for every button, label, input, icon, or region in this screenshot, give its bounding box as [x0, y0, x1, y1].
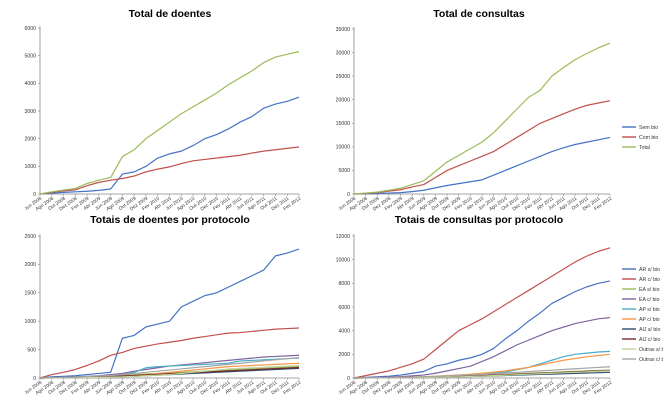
chart-title: Totais de consultas por protocolo: [395, 214, 563, 226]
series-line-1: [39, 248, 300, 379]
y-tick-label: 4000: [338, 328, 350, 334]
legend-label: AP s/ bio: [639, 307, 660, 313]
y-tick-label: 10000: [336, 145, 351, 151]
legend-label: AR s/ bio: [639, 267, 660, 273]
y-tick-label: 15000: [336, 121, 351, 127]
legend-label: AIJ s/ bio: [639, 327, 660, 333]
y-tick-label: 30000: [336, 50, 351, 56]
series-line-com-bio: [353, 100, 611, 195]
chart-title: Total de consultas: [433, 8, 525, 20]
series-line-9: [39, 364, 300, 379]
y-tick-label: 6000: [338, 305, 350, 311]
y-tick-label: 1000: [24, 319, 36, 325]
chart-total-de-consultas: Total de consultas 0 5000 10000 15000 20000 25…: [336, 8, 659, 212]
series-line-ar-s-bio: [353, 280, 611, 379]
y-tick-label: 2000: [24, 136, 36, 142]
legend-label: Sem bio: [639, 125, 658, 131]
legend-label: Outras c/ bio: [639, 357, 663, 363]
y-tick-label: 2000: [338, 352, 350, 358]
y-tick-label: 5000: [338, 168, 350, 174]
y-tick-label: 12000: [336, 234, 351, 240]
series-line-sem-bio: [353, 136, 611, 195]
legend-label: EA c/ bio: [639, 297, 660, 303]
y-tick-label: 0: [347, 192, 350, 198]
y-tick-label: 0: [33, 192, 36, 198]
y-tick-label: 20000: [336, 98, 351, 104]
legend-label: Total: [639, 145, 650, 151]
y-tick-label: 8000: [338, 281, 350, 287]
series-line-1: [39, 96, 300, 195]
y-tick-label: 4000: [24, 81, 36, 87]
y-tick-label: 25000: [336, 74, 351, 80]
legend-label: EA s/ bio: [639, 287, 660, 293]
y-tick-label: 2500: [24, 234, 36, 240]
series-line-total: [353, 42, 611, 195]
legend-label: Outras s/ bio: [639, 347, 663, 353]
y-tick-label: 2000: [24, 262, 36, 268]
legend-label: AIJ c/ bio: [639, 337, 660, 343]
chart-title: Totais de doentes por protocolo: [90, 214, 250, 226]
y-tick-label: 0: [347, 376, 350, 382]
y-tick-label: 10000: [336, 257, 351, 263]
series-line-outras-c-bio: [353, 366, 611, 379]
chart-title: Total de doentes: [129, 8, 212, 20]
chart-totais-de-consultas-por-protocolo: Totais de consultas por protocolo 0 2000 40…: [336, 214, 663, 396]
y-tick-label: 3000: [24, 109, 36, 115]
chart-total-de-doentes: Total de doentes 0 1000 2000 3000 4000 5000 600…: [24, 8, 303, 212]
series-line-2: [39, 146, 300, 195]
y-tick-label: 1000: [24, 164, 36, 170]
legend-label: Com bio: [639, 135, 658, 141]
y-tick-label: 500: [27, 347, 36, 353]
series-line-10: [39, 356, 300, 379]
series-line-3: [39, 50, 300, 195]
y-tick-label: 6000: [24, 26, 36, 32]
chart-totais-de-doentes-por-protocolo: Totais de doentes por protocolo 0 500 1000 1…: [24, 214, 303, 396]
legend-label: AR c/ bio: [639, 277, 660, 283]
legend-label: AP c/ bio: [639, 317, 660, 323]
series-line-2: [39, 327, 300, 379]
y-tick-label: 35000: [336, 27, 351, 33]
y-tick-label: 5000: [24, 53, 36, 59]
y-tick-label: 1500: [24, 291, 36, 297]
series-line-ea-c-bio: [353, 317, 611, 379]
y-tick-label: 0: [33, 376, 36, 382]
series-line-ar-c-bio: [353, 247, 611, 379]
